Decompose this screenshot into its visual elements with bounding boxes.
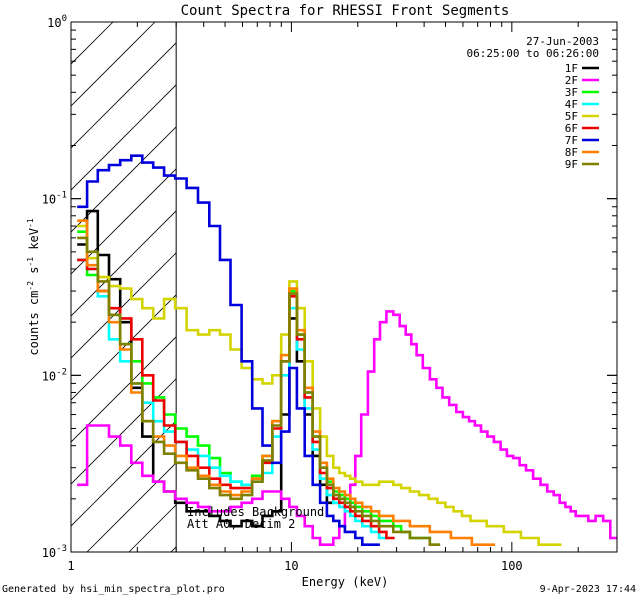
x-tick-labels: 1 10 100: [67, 559, 522, 573]
hatch-line: [71, 126, 177, 233]
x-tick-label: 10: [284, 559, 298, 573]
x-tick-label: 1: [67, 559, 74, 573]
hatch-line: [71, 42, 177, 149]
legend-label-2f: 2F: [565, 74, 578, 87]
hatch-line: [86, 462, 177, 552]
series-lines: [77, 154, 617, 546]
time-range-label: 06:25:00 to 06:26:00: [467, 47, 599, 60]
y-tick-label: 10-3: [42, 544, 67, 560]
footer-timestamp: 9-Apr-2023 17:44: [539, 584, 636, 595]
x-axis-label: Energy (keV): [302, 575, 389, 589]
date-label: 27-Jun-2003: [526, 35, 599, 48]
legend-label-5f: 5F: [565, 110, 578, 123]
hatch-line: [71, 168, 177, 275]
legend-label-4f: 4F: [565, 98, 578, 111]
legend-label-3f: 3F: [565, 86, 578, 99]
series-7f: [77, 154, 380, 546]
legend-label-1f: 1F: [565, 62, 578, 75]
series-9f: [77, 236, 441, 546]
hatch-line: [71, 420, 177, 527]
chart-title: Count Spectra for RHESSI Front Segments: [181, 3, 510, 19]
hatch-line: [71, 84, 177, 191]
y-tick-label: 10-1: [42, 191, 67, 207]
x-tick-label: 100: [501, 559, 523, 573]
hatch-line: [71, 22, 156, 107]
legend-label-9f: 9F: [565, 158, 578, 171]
hatch-line: [128, 504, 177, 552]
hatch-line: [71, 336, 177, 443]
annotation-background: Includes Background: [187, 505, 324, 519]
legend-label-6f: 6F: [565, 122, 578, 135]
hatch-line: [71, 22, 114, 65]
legend-label-7f: 7F: [565, 134, 578, 147]
y-tick-labels: 100 10-1 10-2 10-3: [42, 14, 67, 560]
axis-ticks: [70, 21, 618, 553]
y-axis-label: counts cm-2 s-1 keV-1: [26, 218, 41, 355]
series-2f: [77, 310, 617, 546]
annotation-attenuator: Att A0, Decim 2: [187, 517, 295, 531]
y-tick-label: 100: [47, 14, 67, 30]
y-tick-label: 10-2: [42, 367, 67, 383]
hatch-line: [71, 22, 72, 23]
series-1f: [77, 209, 335, 528]
footer-generated-by: Generated by hsi_min_spectra_plot.pro: [2, 584, 225, 595]
plot-frame: [70, 21, 618, 553]
hatch-line: [71, 378, 177, 485]
legend-label-8f: 8F: [565, 146, 578, 159]
hatch-line: [71, 252, 177, 359]
series-5f: [77, 224, 562, 546]
hatch-line: [71, 210, 177, 317]
